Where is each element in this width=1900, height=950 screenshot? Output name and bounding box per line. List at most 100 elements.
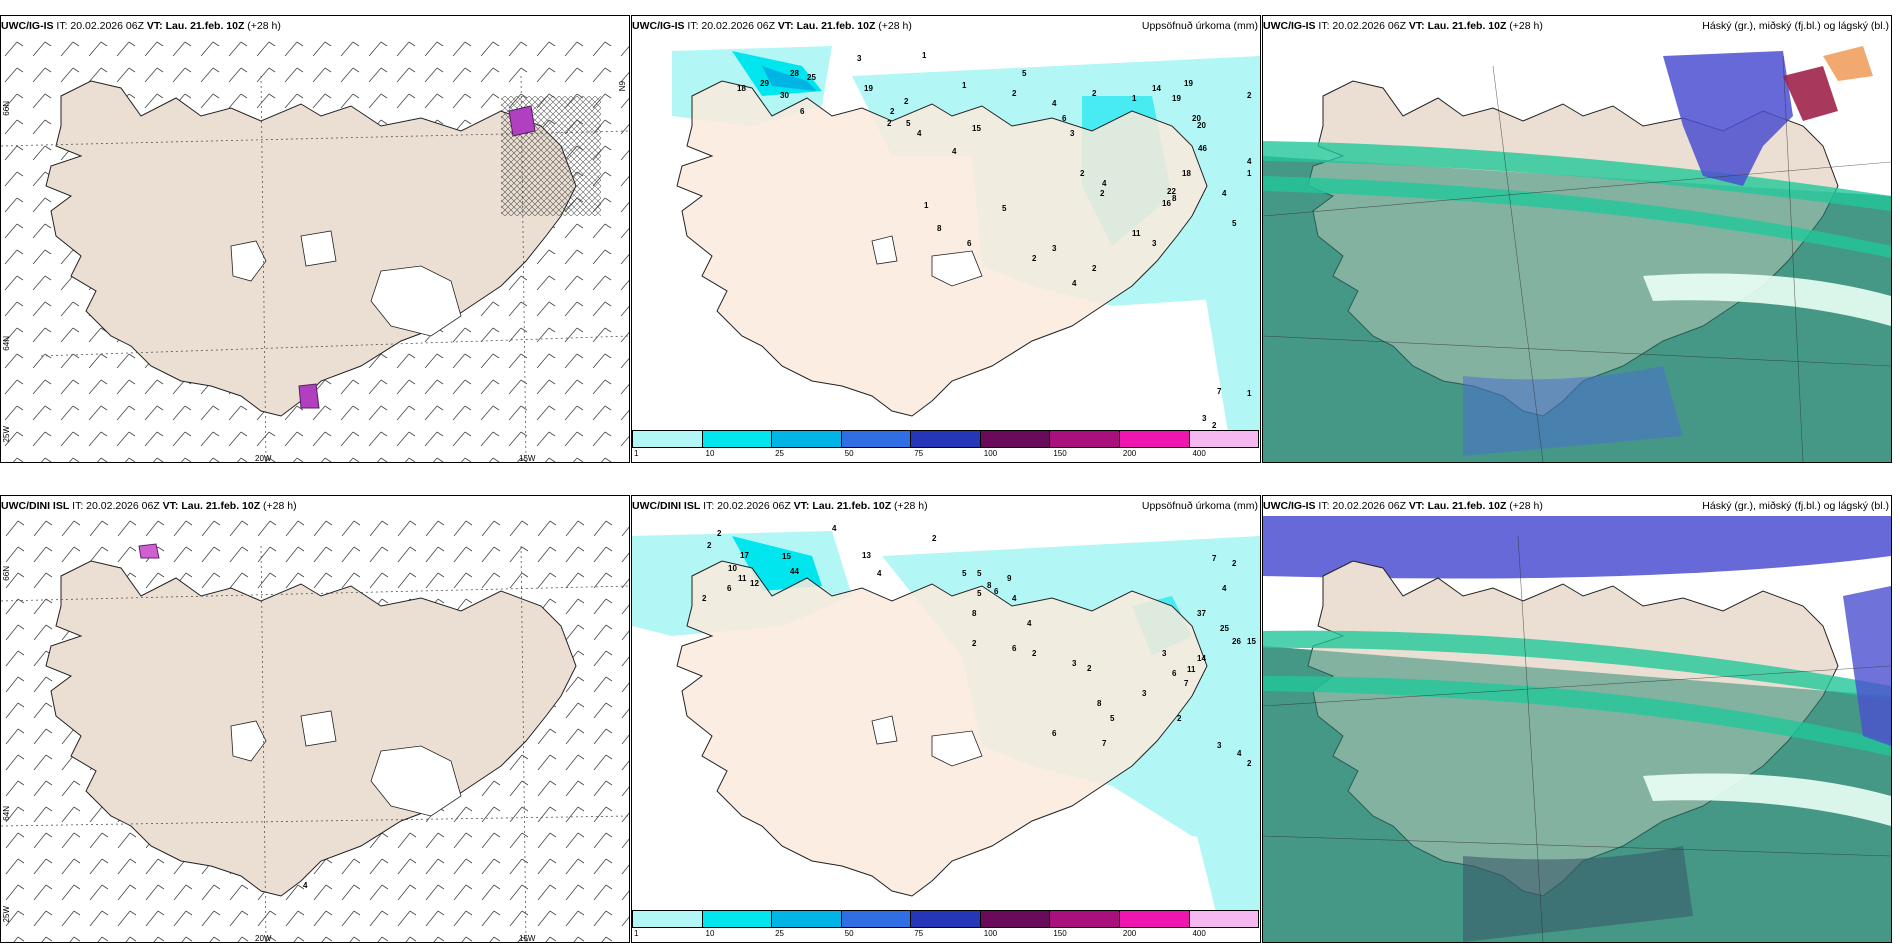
precip-value: 2 [1212, 421, 1217, 430]
precip-value: 44 [790, 567, 799, 576]
precip-value: 7 [1184, 679, 1189, 688]
colorbar-tick: 50 [844, 929, 854, 938]
lat-label-64: 64N [2, 336, 11, 351]
lon-label-15w: 15W [519, 934, 536, 943]
precip-value: 3 [1052, 244, 1057, 253]
precip-value: 2 [1247, 759, 1252, 768]
colorbar-segment [701, 430, 773, 448]
precip-value: 16 [1162, 199, 1171, 208]
colorbar-segment [979, 430, 1051, 448]
panel-header: UWC/IG-IS IT: 20.02.2026 06Z VT: Lau. 21… [1, 20, 281, 32]
precip-value: 8 [1097, 699, 1102, 708]
precip-value: 4 [1072, 279, 1077, 288]
colorbar-segment [1049, 430, 1120, 448]
panel-header: UWC/IG-IS IT: 20.02.2026 06Z VT: Lau. 21… [1263, 20, 1543, 32]
precip-value: 14 [1197, 654, 1206, 663]
map-area[interactable] [1263, 516, 1891, 942]
precip-value: 9 [1007, 574, 1012, 583]
colorbar-segment [771, 910, 842, 928]
precip-value: 2 [887, 119, 892, 128]
precip-value: 2 [1080, 169, 1085, 178]
precip-value: 3 [1070, 129, 1075, 138]
lat-label-64: 64N [2, 806, 11, 821]
colorbar-tick: 200 [1122, 929, 1137, 938]
colorbar-tick: 25 [775, 449, 785, 458]
precip-value: 19 [864, 84, 873, 93]
colorbar-tick: 400 [1192, 929, 1206, 938]
precip-value: 4 [1027, 619, 1032, 628]
precip-value: 17 [740, 551, 749, 560]
precip-value: 2 [1232, 559, 1237, 568]
panel-header: UWC/IG-IS IT: 20.02.2026 06Z VT: Lau. 21… [632, 20, 912, 32]
precip-value: 2 [1092, 264, 1097, 273]
precip-value: 7 [1217, 387, 1222, 396]
panel-title: Háský (gr.), miðský (fj.bl.) og lágský (… [1702, 20, 1889, 32]
precip-value: 13 [862, 551, 871, 560]
colorbar-segment [1188, 430, 1260, 448]
precip-value: 4 [1247, 157, 1252, 166]
precip-value: 6 [1172, 669, 1177, 678]
colorbar-segment [910, 430, 981, 448]
colorbar-segment [1049, 910, 1120, 928]
panel-header: UWC/IG-IS IT: 20.02.2026 06Z VT: Lau. 21… [1263, 500, 1543, 512]
map-area[interactable] [1, 36, 629, 462]
precip-value: 6 [1052, 729, 1057, 738]
colorbar-tick: 10 [705, 929, 715, 938]
panel-precip-dini: UWC/DINI ISL IT: 20.02.2026 06Z VT: Lau.… [631, 495, 1261, 943]
precip-value: 1 [924, 201, 929, 210]
precip-value: 4 [1012, 594, 1017, 603]
panel-clouds-igis: UWC/IG-IS IT: 20.02.2026 06Z VT: Lau. 21… [1262, 15, 1892, 463]
precip-colorbar: 1 10 25 50 75 100 150 200 400 [632, 910, 1260, 938]
precip-value: 1 [962, 81, 967, 90]
precip-value: 5 [1232, 219, 1237, 228]
precip-value: 6 [800, 107, 805, 116]
precip-value: 15 [1247, 637, 1256, 646]
precip-value: 3 [1152, 239, 1157, 248]
precip-value: 2 [1177, 714, 1182, 723]
lat-label-n9: N9 [618, 81, 627, 92]
panel-title: Uppsöfnuð úrkoma (mm) [1141, 500, 1258, 512]
precip-value: 8 [1172, 194, 1177, 203]
precip-value: 3 [857, 54, 862, 63]
precip-value: 3 [1142, 689, 1147, 698]
precip-value: 2 [702, 594, 707, 603]
colorbar-tick: 150 [1053, 449, 1067, 458]
precip-value: 6 [727, 584, 732, 593]
precip-value: 22 [1167, 187, 1176, 196]
precip-value: 2 [1032, 649, 1037, 658]
precip-value: 3 [1217, 741, 1222, 750]
panel-title: Háský (gr.), miðský (fj.bl.) og lágský (… [1702, 500, 1889, 512]
precip-value: 28 [790, 69, 799, 78]
map-area[interactable]: 4 [1, 516, 629, 942]
panel-wind-igis: UWC/IG-IS IT: 20.02.2026 06Z VT: Lau. 21… [0, 15, 630, 463]
precip-value: 10 [728, 564, 737, 573]
colorbar-tick: 75 [914, 449, 924, 458]
colorbar-tick: 50 [844, 449, 854, 458]
precip-value: 4 [1237, 749, 1242, 758]
colorbar-tick: 400 [1192, 449, 1206, 458]
map-area[interactable]: 2 4 2 17 15 10 11 12 44 6 2 13 4 2 5 5 8 6 9 4 2 6 4 5 8 7 2 4 37 25 2… [632, 516, 1260, 942]
map-area[interactable]: 3 1 19 18 29 28 30 25 6 2 2 2 5 4 4 15 1 2 5 4 6 2 3 2 4 2 1 14 19 19… [632, 36, 1260, 462]
lat-label-66: 66N [2, 101, 11, 116]
precip-value: 2 [1100, 189, 1105, 198]
precip-value: 5 [977, 589, 982, 598]
precip-value: 6 [1062, 114, 1067, 123]
precip-value: 6 [967, 239, 972, 248]
colorbar-tick: 150 [1053, 929, 1067, 938]
precip-value: 4 [1052, 99, 1057, 108]
colorbar-segment [632, 430, 703, 448]
precip-value: 26 [1232, 637, 1241, 646]
precip-value: 1 [1247, 169, 1252, 178]
precip-value: 15 [972, 124, 981, 133]
precip-value: 4 [877, 569, 882, 578]
precip-colorbar: 1 10 25 50 75 100 150 200 400 [632, 430, 1260, 458]
precip-value: 2 [707, 541, 712, 550]
map-area[interactable] [1263, 36, 1891, 462]
precip-value: 20 [1192, 114, 1201, 123]
precip-value: 46 [1198, 144, 1207, 153]
precip-value: 4 [1222, 189, 1227, 198]
colorbar-tick: 1 [634, 929, 639, 938]
precip-value: 4 [1222, 584, 1227, 593]
